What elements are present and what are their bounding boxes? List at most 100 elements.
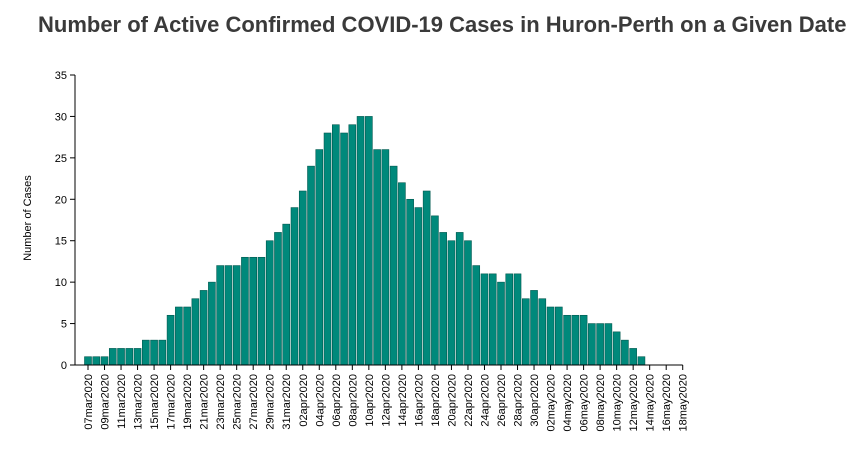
bars-group	[84, 116, 646, 366]
x-axis: 07mar2020 09mar2020 11mar2020 13mar2020 15ma…	[75, 364, 690, 432]
bar	[621, 339, 629, 366]
y-tick-label: 15	[55, 236, 67, 248]
x-tick-label: 21mar2020	[199, 374, 211, 430]
x-tick-label: 06may2020	[579, 374, 591, 432]
x-tick-label: 26apr2020	[496, 374, 508, 427]
x-tick-label: 10may2020	[612, 374, 624, 432]
bar	[274, 232, 282, 366]
y-axis: 0 5 10 15 20 25 30 35	[55, 70, 76, 372]
bar	[241, 256, 249, 366]
x-tick-label: 18may2020	[678, 374, 690, 432]
bar	[422, 190, 431, 366]
y-tick-label: 35	[55, 70, 67, 82]
bar	[365, 116, 373, 366]
x-tick-label: 02apr2020	[298, 374, 310, 427]
x-tick-label: 09mar2020	[100, 374, 112, 430]
bar	[538, 298, 547, 366]
bar	[331, 124, 340, 366]
x-tick-label: 13mar2020	[133, 374, 145, 430]
chart-title: Number of Active Confirmed COVID-19 Case…	[38, 12, 847, 37]
bar	[406, 198, 414, 366]
bar	[117, 348, 125, 366]
bar	[340, 132, 348, 366]
x-tick-label: 20apr2020	[446, 374, 458, 427]
x-tick-label: 29mar2020	[265, 374, 277, 430]
bar	[472, 265, 481, 366]
bar	[257, 256, 266, 366]
y-tick-label: 20	[55, 194, 67, 206]
bar	[447, 240, 456, 366]
y-tick-label: 25	[55, 153, 67, 165]
bar	[464, 240, 472, 366]
x-tick-label: 04may2020	[562, 374, 574, 432]
bar	[92, 356, 101, 366]
x-tick-label: 16may2020	[661, 374, 673, 432]
x-tick-label: 11mar2020	[116, 374, 128, 429]
bar	[604, 323, 613, 366]
x-tick-label: 15mar2020	[149, 374, 161, 430]
bar	[546, 306, 555, 366]
bar	[431, 215, 439, 366]
bar	[175, 306, 183, 366]
bar	[439, 232, 447, 366]
bar	[323, 132, 332, 366]
x-tick-label: 25mar2020	[232, 374, 244, 430]
x-tick-label: 23mar2020	[215, 374, 227, 430]
x-tick-label: 30apr2020	[529, 374, 541, 427]
x-tick-label: 08may2020	[595, 374, 607, 432]
bar	[348, 124, 357, 366]
bar	[150, 339, 158, 366]
x-tick-label: 28apr2020	[513, 374, 525, 427]
x-tick-label: 12may2020	[628, 374, 640, 432]
y-tick-label: 0	[61, 360, 67, 372]
bar	[158, 339, 167, 366]
x-tick-label: 31mar2020	[281, 374, 293, 430]
bar	[282, 223, 291, 366]
x-tick-label: 14apr2020	[397, 374, 409, 427]
x-tick-label: 16apr2020	[413, 374, 425, 427]
bar	[505, 273, 514, 366]
bar	[513, 273, 522, 366]
bar	[637, 356, 646, 366]
bar	[373, 149, 381, 366]
bar	[555, 306, 563, 366]
x-tick-label: 24apr2020	[479, 374, 491, 427]
bar	[265, 240, 274, 366]
bar	[497, 281, 505, 366]
x-tick-label: 17mar2020	[166, 374, 178, 430]
bar	[125, 348, 134, 366]
bar	[84, 356, 92, 366]
bar	[488, 273, 497, 366]
x-tick-label: 07mar2020	[83, 374, 95, 430]
bar	[298, 190, 307, 366]
x-tick-label: 22apr2020	[463, 374, 475, 427]
x-tick-label: 14may2020	[645, 374, 657, 432]
bar	[579, 314, 588, 366]
x-tick-label: 19mar2020	[182, 374, 194, 430]
bar	[530, 290, 538, 366]
bar	[232, 265, 241, 366]
bar	[389, 165, 398, 366]
x-tick-label: 18apr2020	[430, 374, 442, 427]
bar	[381, 149, 390, 366]
bar	[398, 182, 406, 366]
bar	[224, 265, 233, 366]
bar	[100, 356, 109, 366]
bar	[166, 314, 175, 366]
bar	[216, 265, 224, 366]
x-tick-label: 02may2020	[546, 374, 558, 432]
x-tick-label: 10apr2020	[364, 374, 376, 427]
bar	[183, 306, 191, 366]
bar	[249, 256, 257, 366]
bar	[142, 339, 150, 366]
bar	[133, 348, 142, 366]
bar	[596, 323, 604, 366]
bar	[521, 298, 530, 366]
bar	[356, 116, 365, 366]
bar	[571, 314, 580, 366]
bar	[191, 298, 200, 366]
x-tick-label: 04apr2020	[314, 374, 326, 427]
bar	[208, 281, 216, 366]
bar	[629, 348, 637, 366]
